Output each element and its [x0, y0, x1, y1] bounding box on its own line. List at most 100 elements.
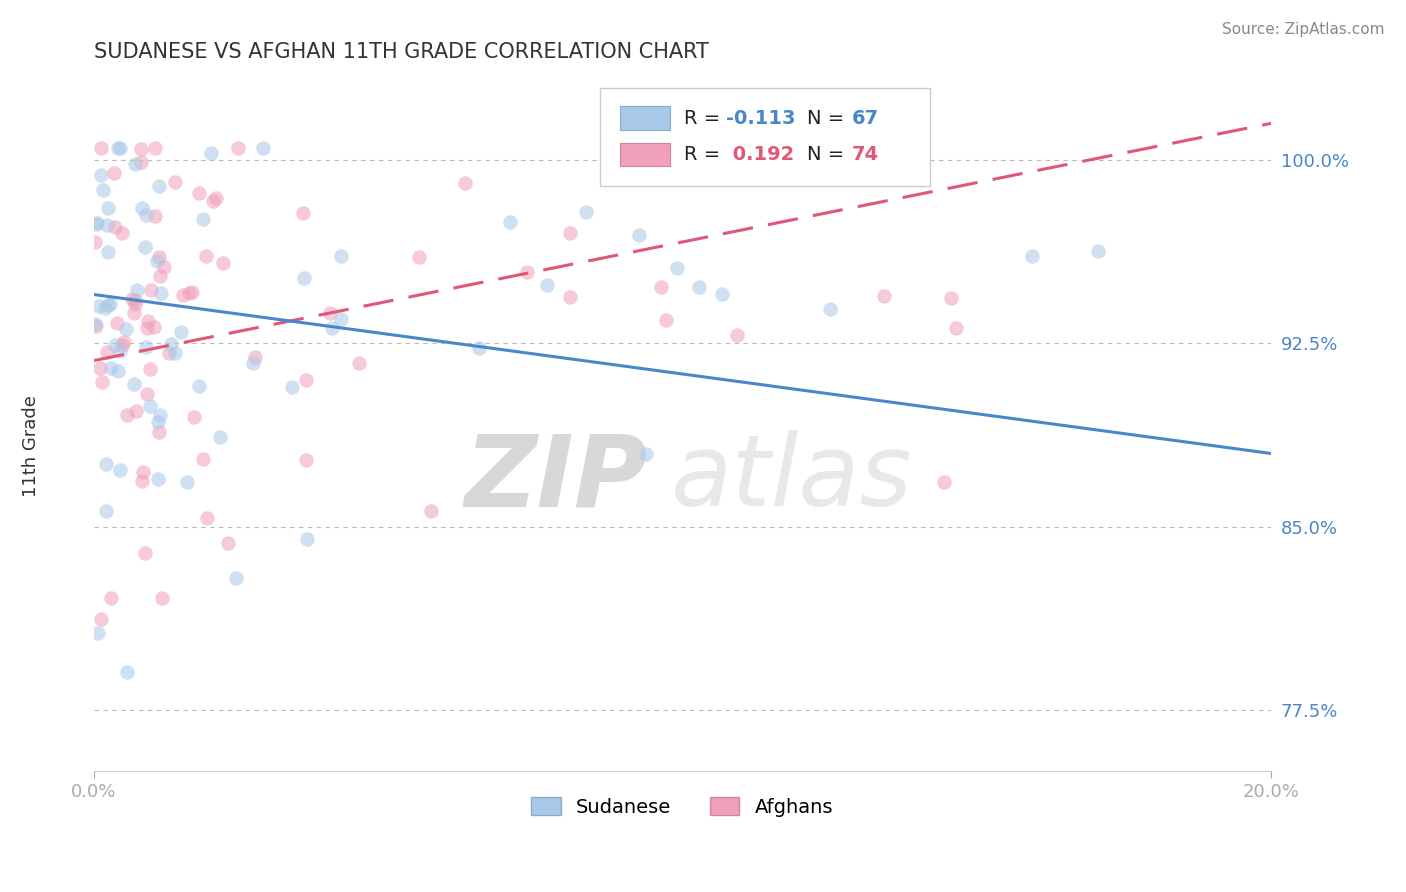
Point: [132, 465, 155, 479]
Point: [408, 250, 430, 264]
Text: SUDANESE VS AFGHAN 11TH GRADE CORRELATION CHART: SUDANESE VS AFGHAN 11TH GRADE CORRELATIO…: [94, 42, 709, 62]
Point: [87, 626, 110, 640]
FancyBboxPatch shape: [620, 143, 669, 167]
Point: [86, 217, 108, 231]
Point: [188, 379, 211, 393]
Text: R =: R =: [683, 109, 725, 128]
Point: [90, 168, 112, 182]
Point: [90, 611, 112, 625]
Point: [122, 377, 145, 392]
Point: [688, 280, 710, 294]
Point: [149, 408, 172, 422]
Point: [725, 328, 748, 343]
Text: R =: R =: [683, 145, 725, 164]
Point: [945, 320, 967, 334]
Point: [100, 361, 122, 376]
Point: [110, 343, 132, 358]
Point: [939, 291, 962, 305]
Point: [1021, 249, 1043, 263]
Point: [138, 362, 160, 376]
Point: [125, 283, 148, 297]
Point: [172, 288, 194, 302]
Point: [96, 219, 118, 233]
Point: [148, 415, 170, 429]
Point: [94, 457, 117, 471]
Point: [84, 319, 107, 334]
Text: Source: ZipAtlas.com: Source: ZipAtlas.com: [1222, 22, 1385, 37]
Point: [149, 286, 172, 301]
Point: [242, 356, 264, 370]
Point: [135, 208, 157, 222]
Point: [177, 286, 200, 301]
Point: [820, 301, 842, 316]
Point: [212, 255, 235, 269]
Point: [191, 452, 214, 467]
Point: [136, 321, 159, 335]
Point: [157, 346, 180, 360]
Point: [655, 313, 678, 327]
Point: [292, 271, 315, 285]
Point: [93, 301, 115, 316]
Point: [454, 176, 477, 190]
Point: [131, 474, 153, 488]
Legend: Sudanese, Afghans: Sudanese, Afghans: [523, 789, 841, 824]
Point: [650, 279, 672, 293]
Point: [110, 226, 132, 240]
Point: [122, 305, 145, 319]
Point: [97, 201, 120, 215]
Text: -0.113: -0.113: [725, 109, 796, 128]
Point: [135, 341, 157, 355]
Point: [872, 289, 894, 303]
Point: [558, 226, 581, 240]
Point: [104, 338, 127, 352]
Point: [321, 320, 343, 334]
Point: [103, 166, 125, 180]
Point: [98, 297, 121, 311]
Point: [294, 452, 316, 467]
Point: [115, 665, 138, 680]
Point: [124, 156, 146, 170]
Point: [134, 546, 156, 560]
Point: [124, 297, 146, 311]
Point: [627, 228, 650, 243]
Text: 74: 74: [852, 145, 879, 164]
Text: atlas: atlas: [671, 430, 912, 527]
Point: [183, 409, 205, 424]
Point: [129, 142, 152, 156]
Text: N =: N =: [807, 109, 851, 128]
Point: [112, 334, 135, 349]
Point: [115, 408, 138, 422]
Point: [153, 260, 176, 275]
Point: [176, 475, 198, 489]
Point: [90, 141, 112, 155]
Point: [150, 591, 173, 605]
Point: [159, 337, 181, 351]
Point: [97, 298, 120, 312]
Text: 67: 67: [852, 109, 879, 128]
Point: [292, 206, 315, 220]
Point: [165, 345, 187, 359]
Point: [141, 283, 163, 297]
Point: [146, 253, 169, 268]
Point: [225, 571, 247, 585]
Point: [209, 430, 232, 444]
Point: [191, 211, 214, 226]
Point: [105, 316, 128, 330]
Point: [87, 299, 110, 313]
Point: [124, 293, 146, 307]
Point: [329, 312, 352, 326]
Point: [125, 404, 148, 418]
Point: [94, 504, 117, 518]
Point: [83, 235, 105, 249]
Text: ZIP: ZIP: [464, 430, 647, 527]
Point: [104, 219, 127, 234]
Point: [217, 536, 239, 550]
Text: 0.192: 0.192: [725, 145, 794, 164]
Point: [195, 248, 218, 262]
Point: [148, 268, 170, 283]
Point: [111, 337, 134, 351]
FancyBboxPatch shape: [620, 106, 669, 130]
Point: [163, 175, 186, 189]
Point: [665, 261, 688, 276]
Point: [143, 141, 166, 155]
